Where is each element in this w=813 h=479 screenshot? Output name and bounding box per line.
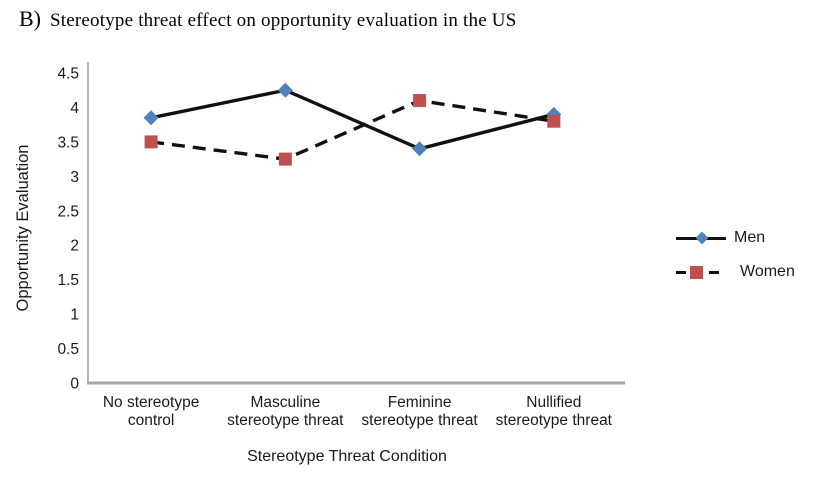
x-tick-label: No stereotype control (103, 394, 200, 429)
data-point-women (413, 94, 427, 108)
y-tick-label: 3 (70, 169, 79, 186)
data-point-men (412, 141, 428, 157)
data-point-men (143, 110, 159, 126)
x-tick-label: Nullified stereotype threat (496, 394, 613, 429)
women-square-marker-icon (690, 266, 703, 279)
men-line-sample (676, 230, 728, 246)
x-tick-label: Masculine stereotype threat (227, 394, 344, 429)
y-tick-label: 0.5 (57, 341, 79, 358)
y-tick-label: 2 (70, 238, 79, 255)
y-tick-label: 0 (70, 376, 79, 393)
women-dash-swatch (676, 270, 686, 274)
data-point-men (277, 82, 293, 98)
figure-title-prefix: B) (19, 6, 41, 31)
women-dash-swatch (709, 270, 719, 274)
y-tick-label: 4.5 (57, 66, 79, 83)
y-axis-title: Opportunity Evaluation (14, 145, 32, 312)
series-line-men (150, 88, 555, 151)
data-point-women (278, 152, 292, 166)
x-tick-label: Feminine stereotype threat (361, 394, 478, 429)
y-tick-label: 3.5 (57, 134, 79, 151)
series-line-women (150, 98, 555, 161)
y-tick-label: 1.5 (57, 272, 79, 289)
legend: Men Women (676, 227, 795, 295)
y-tick-label: 1 (70, 307, 79, 324)
women-line-sample (676, 264, 728, 280)
legend-item-men: Men (676, 227, 795, 249)
legend-label-men: Men (734, 229, 766, 246)
figure-title: B) Stereotype threat effect on opportunit… (19, 6, 659, 32)
x-axis-title: Stereotype Threat Condition (247, 448, 447, 465)
y-tick-label: 4 (70, 100, 79, 117)
figure-title-text: Stereotype threat effect on opportunity … (50, 10, 517, 31)
legend-item-women: Women (676, 261, 795, 283)
data-point-women (547, 114, 561, 128)
data-point-women (144, 135, 158, 149)
legend-label-women: Women (740, 263, 795, 280)
y-tick-label: 2.5 (57, 203, 79, 220)
men-diamond-marker-icon (695, 231, 709, 245)
